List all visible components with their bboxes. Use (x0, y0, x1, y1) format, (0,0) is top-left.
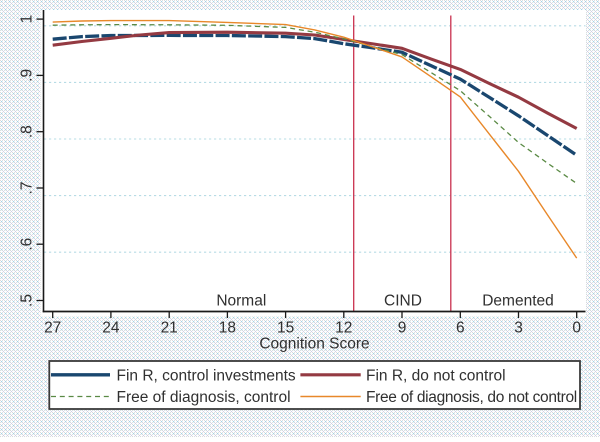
svg-text:24: 24 (102, 320, 120, 337)
svg-text:CIND: CIND (384, 293, 422, 310)
svg-text:Cognition Score: Cognition Score (259, 336, 369, 353)
svg-text:21: 21 (161, 320, 178, 337)
svg-text:3: 3 (514, 320, 523, 337)
svg-text:6: 6 (456, 320, 465, 337)
svg-text:Normal: Normal (216, 293, 266, 310)
svg-text:Demented: Demented (482, 293, 554, 310)
svg-text:27: 27 (44, 320, 61, 337)
svg-text:.8: .8 (19, 125, 36, 138)
svg-text:Fin R, do not control: Fin R, do not control (366, 367, 506, 384)
svg-text:18: 18 (219, 320, 236, 337)
svg-text:.6: .6 (19, 238, 36, 251)
svg-text:0: 0 (572, 320, 581, 337)
svg-text:.7: .7 (19, 182, 36, 195)
svg-text:Fin R, control investments: Fin R, control investments (117, 367, 296, 384)
svg-text:15: 15 (277, 320, 294, 337)
svg-text:12: 12 (335, 320, 352, 337)
svg-text:.9: .9 (19, 69, 36, 82)
svg-text:1: 1 (19, 15, 36, 24)
svg-text:9: 9 (398, 320, 407, 337)
svg-text:Free of diagnosis, do not cont: Free of diagnosis, do not control (366, 389, 577, 406)
svg-text:Free of diagnosis, control: Free of diagnosis, control (117, 389, 291, 406)
svg-text:.5: .5 (19, 294, 36, 307)
